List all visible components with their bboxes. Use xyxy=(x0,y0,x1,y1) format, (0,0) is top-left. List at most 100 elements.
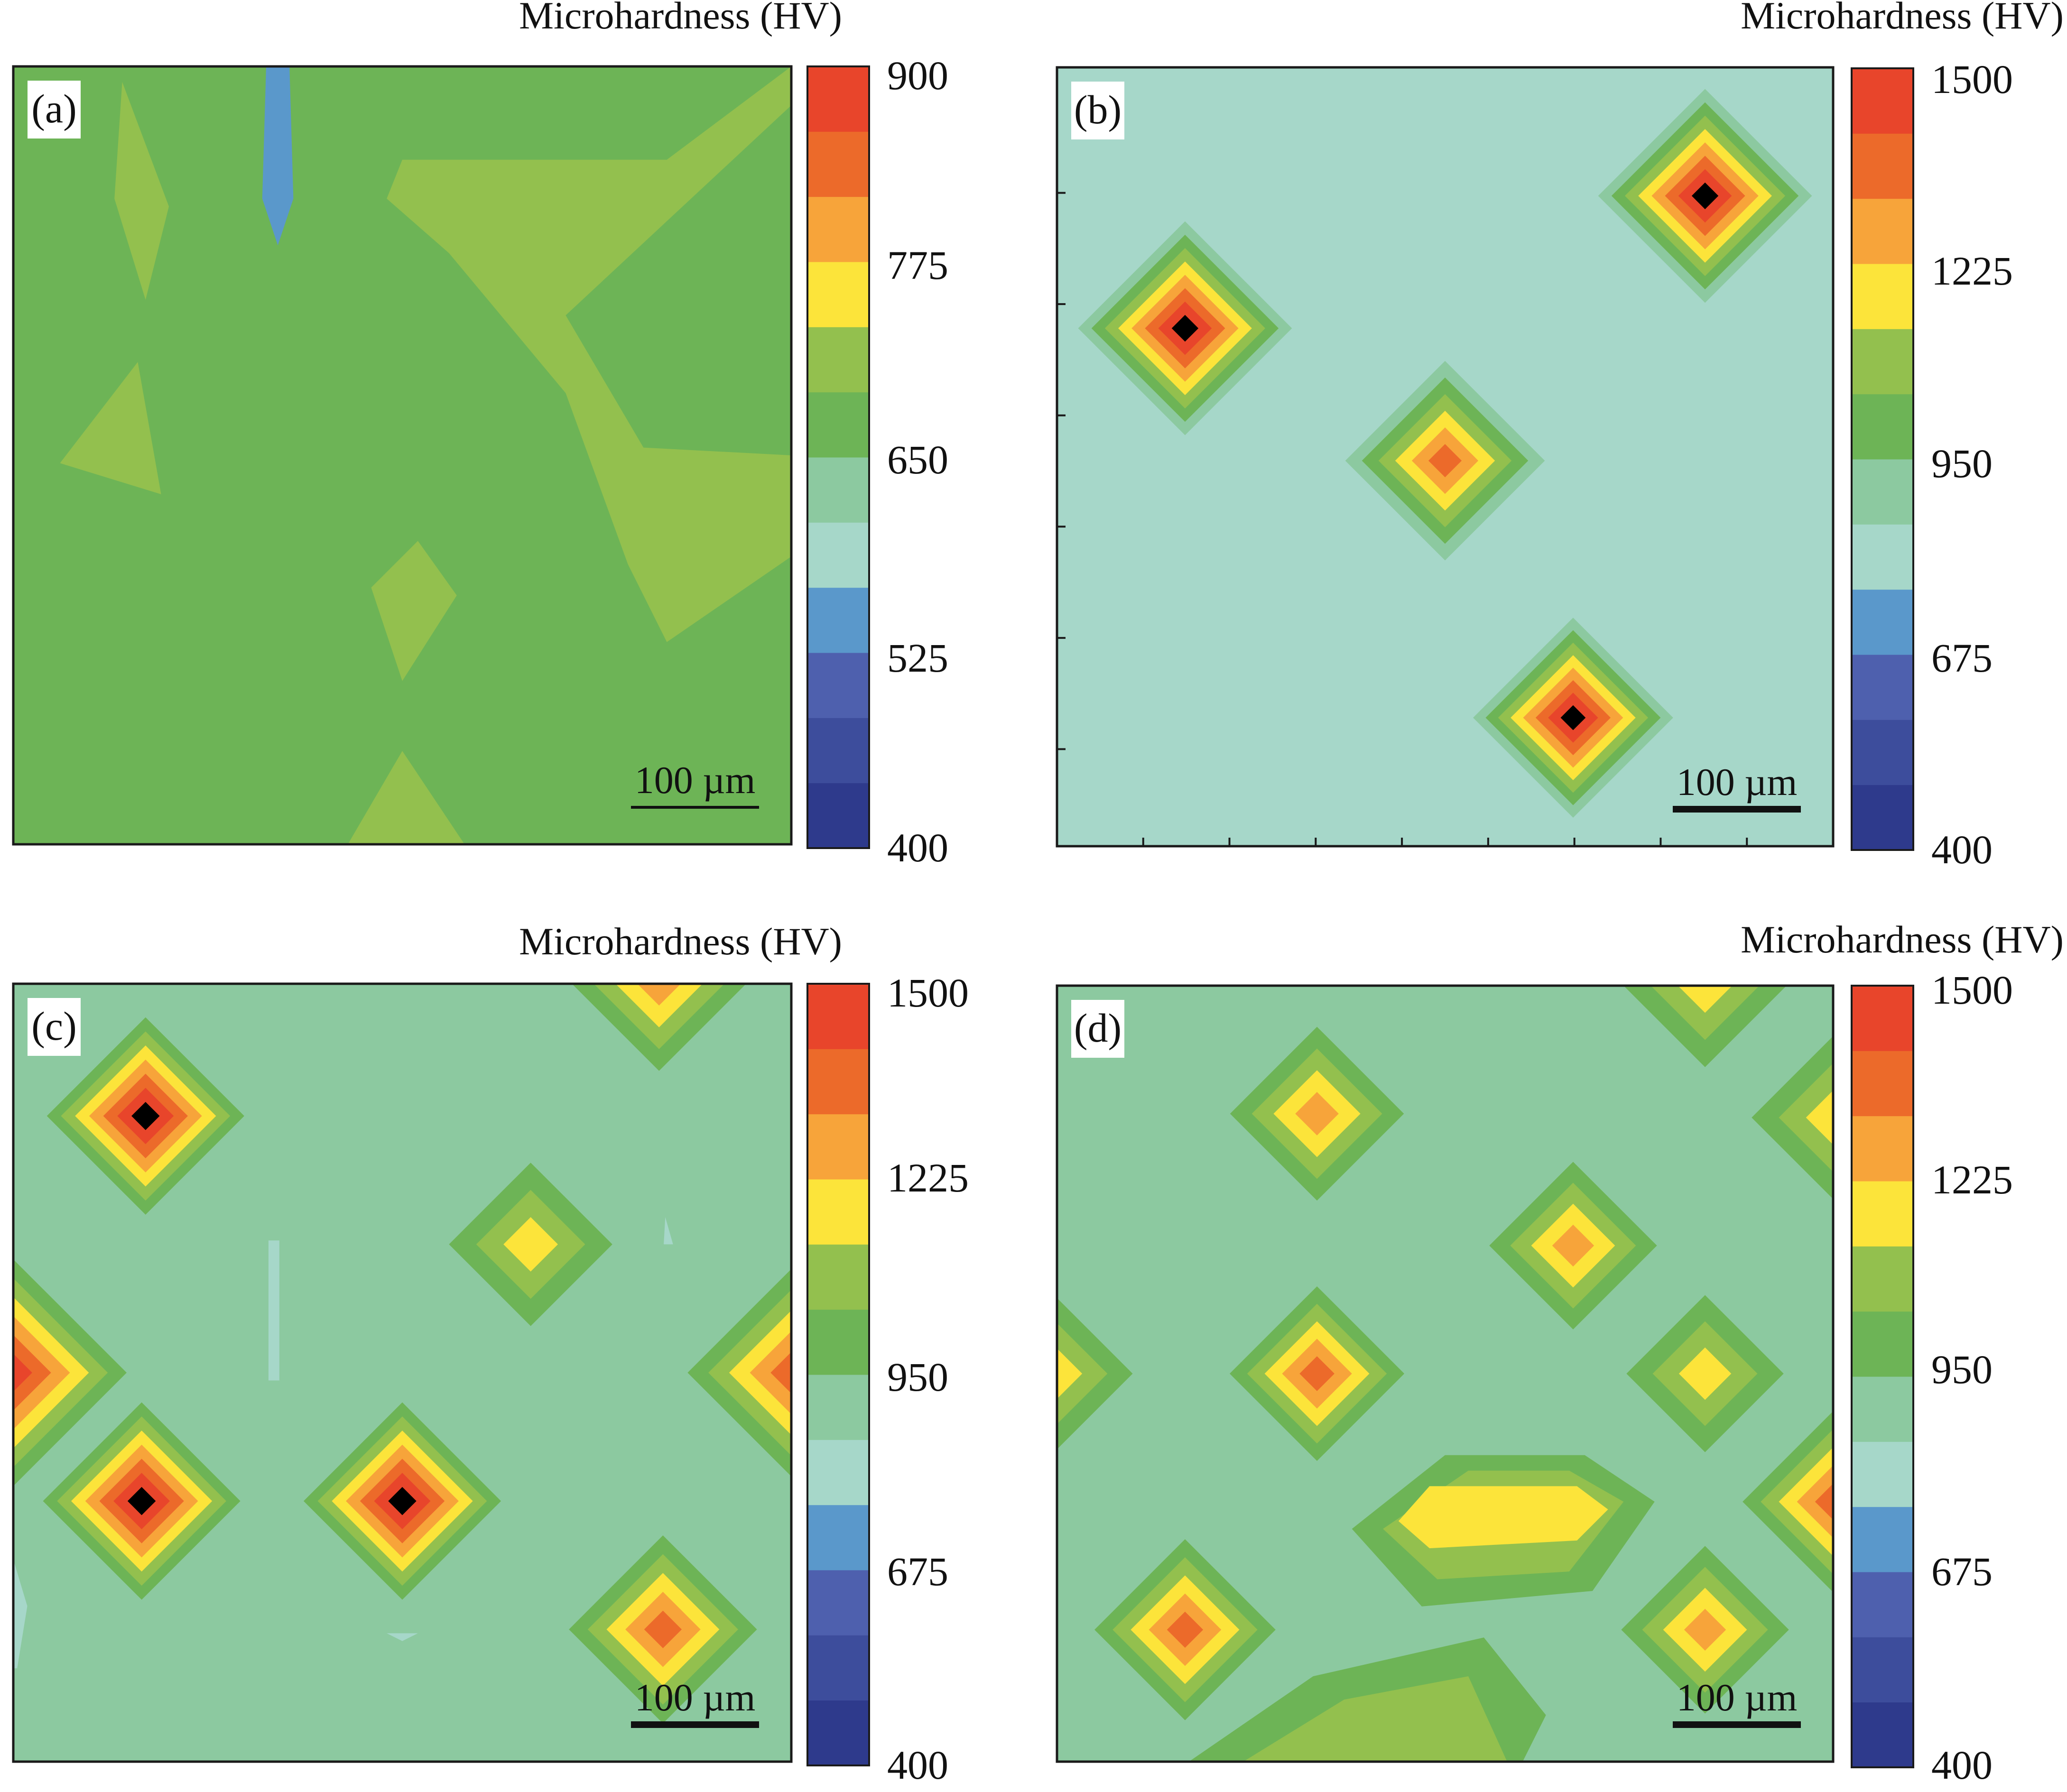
colorbar-frame xyxy=(806,983,870,1766)
contour-band xyxy=(637,984,681,1006)
contour-region xyxy=(60,362,161,494)
contour-band xyxy=(1806,1090,1833,1145)
colorbar-tick-label: 950 xyxy=(887,1354,948,1400)
contour-band xyxy=(1299,1356,1335,1391)
indentation-contour xyxy=(1468,1141,1678,1350)
colorbar: 1500 1225 950 675 400 Microhardness (HV) xyxy=(519,920,969,1788)
colorbar-tick-label: 900 xyxy=(887,53,948,98)
contour-band xyxy=(127,1487,156,1515)
contour-map xyxy=(1057,67,1833,846)
contour-region xyxy=(664,1217,673,1245)
colorbar-segment xyxy=(1852,589,1913,655)
scale-bar: 100 µm xyxy=(1673,760,1801,813)
colorbar-tick-label: 950 xyxy=(1931,441,1993,486)
colorbar-segment xyxy=(1852,133,1913,199)
indentation-contour xyxy=(1212,1269,1422,1478)
panel-label: (d) xyxy=(1071,1000,1124,1058)
colorbar-tick-label: 1225 xyxy=(887,1155,969,1201)
colorbar-title: Microhardness (HV) xyxy=(1741,918,2064,961)
colorbar-segment xyxy=(807,783,869,849)
colorbar-segment xyxy=(1852,1637,1913,1703)
colorbar-segment xyxy=(1852,1702,1913,1768)
scale-bar-label: 100 µm xyxy=(1677,760,1798,804)
panel-a: (a) 100 µm 900 775 650 525 400 Microhardness (H… xyxy=(12,0,948,870)
indentation-contour xyxy=(550,984,768,1093)
indentation-contour xyxy=(667,1248,791,1497)
panel-label: (b) xyxy=(1071,82,1124,139)
colorbar-segment xyxy=(807,1114,869,1180)
colorbar-segment xyxy=(1852,198,1913,264)
panel-label-text: (c) xyxy=(31,1003,76,1049)
colorbar-segment xyxy=(807,327,869,393)
colorbar-segment xyxy=(1852,1116,1913,1182)
colorbar-segment xyxy=(807,1700,869,1766)
plot-frame xyxy=(1056,984,1835,1763)
colorbar-segment xyxy=(1852,394,1913,460)
contour-band xyxy=(1678,986,1733,1013)
colorbar-segment xyxy=(807,457,869,523)
scale-bar: 100 µm xyxy=(1673,1676,1801,1728)
colorbar-tick-label: 1500 xyxy=(1931,56,2013,102)
scale-bar: 100 µm xyxy=(631,758,759,809)
contour-band xyxy=(1552,1224,1594,1267)
panel-label: (c) xyxy=(28,998,81,1056)
colorbar-tick-label: 400 xyxy=(887,825,948,870)
colorbar-segment xyxy=(1852,785,1913,850)
contour-region xyxy=(371,541,457,681)
contour-map xyxy=(13,984,791,1762)
scale-bar-label: 100 µm xyxy=(635,758,756,802)
colorbar-segment xyxy=(807,131,869,197)
colorbar: 900 775 650 525 400 Microhardness (HV) xyxy=(519,0,948,870)
plot-frame xyxy=(12,65,793,846)
scale-bar-label: 100 µm xyxy=(1677,1676,1798,1719)
colorbar-segment xyxy=(1852,1051,1913,1117)
indentation-contour xyxy=(1600,1525,1810,1735)
colorbar-frame xyxy=(1851,985,1914,1768)
indentation-contour xyxy=(28,1388,255,1614)
colorbar-segment xyxy=(1852,1311,1913,1377)
contour-band xyxy=(770,1352,791,1394)
colorbar-title: Microhardness (HV) xyxy=(519,920,842,963)
indentation-contour xyxy=(1724,1009,1833,1227)
indentation-contour xyxy=(1596,986,1814,1095)
colorbar-segment xyxy=(807,984,869,1049)
colorbar-title: Microhardness (HV) xyxy=(1741,0,2064,37)
colorbar-segment xyxy=(1852,986,1913,1051)
colorbar-segment xyxy=(807,1505,869,1570)
contour-map xyxy=(13,66,791,844)
colorbar-segment xyxy=(1852,68,1913,134)
contour-band xyxy=(1428,444,1462,478)
scale-bar-label: 100 µm xyxy=(635,1676,756,1719)
contour-region xyxy=(262,66,294,246)
contour-band xyxy=(1815,1483,1833,1520)
colorbar-frame xyxy=(806,65,870,849)
colorbar-segment xyxy=(1852,720,1913,785)
contour-region xyxy=(268,1240,279,1381)
contour-band xyxy=(1295,1092,1339,1136)
colorbar-segment xyxy=(807,587,869,653)
panel-label-text: (b) xyxy=(1074,87,1122,132)
contour-band xyxy=(1684,1608,1726,1651)
colorbar-tick-label: 1500 xyxy=(1931,967,2013,1013)
colorbar-segment xyxy=(807,522,869,588)
colorbar-tick-label: 1500 xyxy=(887,970,969,1016)
colorbar-tick-label: 675 xyxy=(887,1549,948,1594)
colorbar-tick-label: 675 xyxy=(1931,635,1993,681)
plot-frame xyxy=(12,982,793,1763)
panel-label-text: (a) xyxy=(31,86,76,131)
indentation-contour xyxy=(13,1240,146,1505)
contour-region xyxy=(348,751,465,844)
indentation-contour xyxy=(1076,1521,1294,1738)
contour-band xyxy=(1691,182,1719,210)
contour-band xyxy=(13,1354,32,1392)
plot-frame xyxy=(1056,66,1835,848)
contour-band xyxy=(644,1610,682,1648)
colorbar-segment xyxy=(807,66,869,132)
contour-band xyxy=(503,1217,558,1272)
colorbar-segment xyxy=(1852,1441,1913,1507)
indentation-contour xyxy=(1724,1393,1833,1610)
colorbar-tick-label: 525 xyxy=(887,635,948,681)
panel-c: (c) 100 µm 1500 1225 950 675 400 Microhardness … xyxy=(12,920,969,1788)
axis-ticks xyxy=(1057,192,1748,846)
